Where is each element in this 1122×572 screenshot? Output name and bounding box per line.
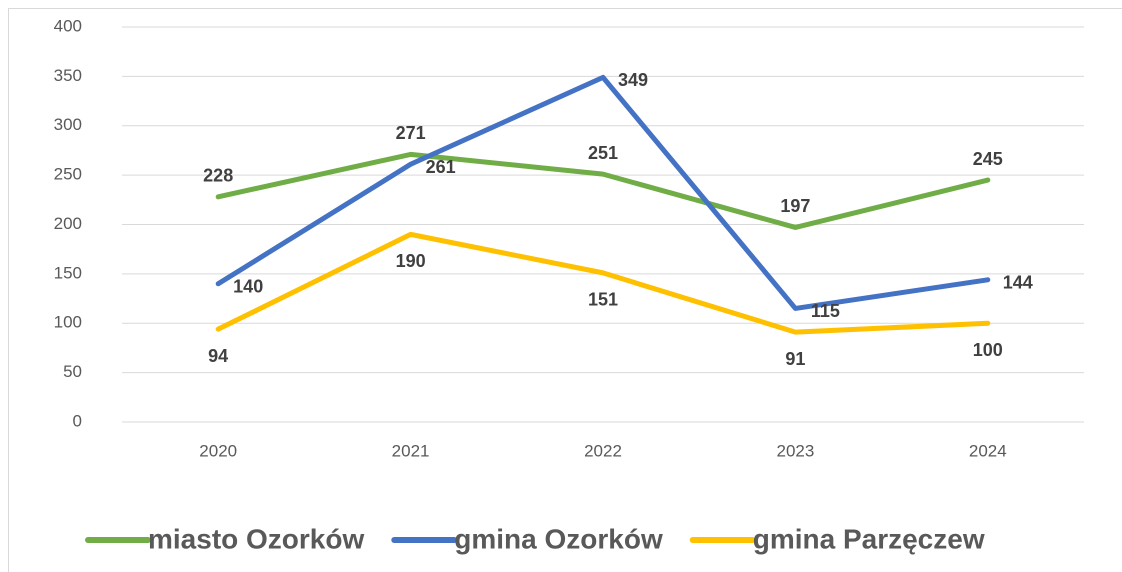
data-label: 349 bbox=[618, 70, 648, 90]
data-label: 144 bbox=[1003, 273, 1033, 293]
x-tick-label: 2024 bbox=[969, 441, 1007, 460]
series-line bbox=[215, 74, 991, 311]
data-label: 271 bbox=[396, 123, 426, 143]
data-label: 228 bbox=[203, 166, 233, 186]
y-tick-label: 400 bbox=[54, 16, 82, 35]
x-tick-label: 2020 bbox=[199, 441, 237, 460]
series-line bbox=[215, 151, 991, 230]
y-tick-label: 200 bbox=[54, 214, 82, 233]
legend-label: miasto Ozorków bbox=[148, 523, 364, 554]
data-label: 245 bbox=[973, 149, 1003, 169]
data-label: 190 bbox=[396, 251, 426, 271]
series-line bbox=[215, 231, 991, 335]
y-tick-label: 100 bbox=[54, 313, 82, 332]
data-label: 115 bbox=[811, 301, 840, 321]
y-tick-label: 150 bbox=[54, 263, 82, 282]
data-label: 151 bbox=[588, 290, 618, 310]
data-label: 94 bbox=[208, 346, 228, 366]
x-tick-label: 2023 bbox=[776, 441, 814, 460]
x-tick-label: 2022 bbox=[584, 441, 622, 460]
chart-border bbox=[8, 8, 1122, 572]
data-label: 91 bbox=[785, 349, 805, 369]
y-tick-label: 350 bbox=[54, 66, 82, 85]
x-tick-label: 2021 bbox=[392, 441, 430, 460]
data-label: 140 bbox=[233, 277, 263, 297]
legend-label: gmina Parzęczew bbox=[753, 523, 985, 554]
y-tick-label: 300 bbox=[54, 115, 82, 134]
data-label: 100 bbox=[973, 340, 1003, 360]
data-label: 197 bbox=[780, 196, 810, 216]
data-label: 261 bbox=[426, 157, 456, 177]
y-tick-label: 0 bbox=[73, 411, 82, 430]
data-label: 251 bbox=[588, 143, 618, 163]
legend-label: gmina Ozorków bbox=[454, 523, 663, 554]
y-tick-label: 50 bbox=[63, 362, 82, 381]
y-tick-label: 250 bbox=[54, 165, 82, 184]
